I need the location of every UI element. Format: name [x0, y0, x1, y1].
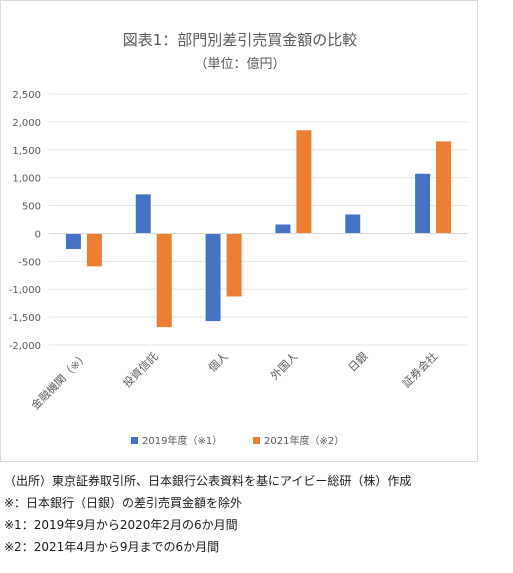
y-tick-label: -2,000 [9, 341, 41, 352]
bar-series1 [345, 214, 361, 234]
y-tick-label: 2,000 [12, 118, 41, 129]
chart-subtitle: （単位：億円） [194, 56, 285, 72]
y-axis-ticks: -2,000 -1,500 -1,000 -500 0 500 1,000 1,500 2,00… [9, 90, 41, 352]
legend-swatch [253, 437, 260, 444]
bar-series1 [205, 233, 221, 322]
y-tick-label: -1,000 [9, 285, 41, 296]
bar-series2 [156, 233, 172, 328]
x-category-label: 金融機関（※） [28, 349, 91, 412]
y-tick-label: 0 [35, 229, 41, 240]
y-tick-label: 2,500 [12, 90, 41, 101]
x-category-label: 外国人 [268, 350, 301, 383]
footnote-exclusion: ※：日本銀行（日銀）の差引売買金額を除外 [4, 496, 243, 510]
chart-title: 図表1：部門別差引売買金額の比較 [123, 31, 358, 49]
bar-series1 [275, 224, 291, 234]
x-category-label: 日銀 [345, 349, 370, 374]
bar-series2 [296, 130, 312, 234]
bars [65, 130, 452, 328]
legend-label: 2019年度（※1） [142, 434, 222, 447]
bar-series1 [135, 194, 151, 234]
bar-series2 [226, 233, 242, 297]
x-category-label: 証券会社 [399, 349, 440, 390]
footnote-2: ※2：2021年4月から9月までの6か月間 [4, 540, 220, 554]
footnote-1: ※1：2019年9月から2020年2月の6か月間 [4, 518, 238, 532]
bar-series2 [86, 233, 102, 267]
y-tick-label: 500 [22, 202, 41, 213]
y-tick-label: -1,500 [9, 313, 41, 324]
chart-frame: 図表1：部門別差引売買金額の比較 （単位：億円） -2,000 -1,500 -1,… [0, 0, 478, 462]
bar-series1 [65, 233, 81, 250]
source-note: （出所）東京証券取引所、日本銀行公表資料を基にアイビー総研（株）作成 [4, 474, 412, 488]
y-tick-label: 1,500 [12, 146, 41, 157]
legend-label: 2021年度（※2） [264, 434, 344, 447]
x-category-label: 投資信託 [120, 349, 161, 390]
y-tick-label: -500 [18, 257, 41, 268]
x-category-label: 個人 [206, 350, 231, 375]
gridlines [49, 93, 468, 346]
legend-swatch [131, 437, 138, 444]
bar-series2 [436, 141, 452, 234]
legend: 2019年度（※1） 2021年度（※2） [131, 434, 344, 447]
bar-chart: 図表1：部門別差引売買金額の比較 （単位：億円） -2,000 -1,500 -1,… [9, 31, 468, 447]
x-axis-categories: 金融機関（※） 投資信託 個人 外国人 日銀 証券会社 [28, 349, 440, 412]
bar-series1 [415, 173, 431, 234]
y-tick-label: 1,000 [12, 174, 41, 185]
